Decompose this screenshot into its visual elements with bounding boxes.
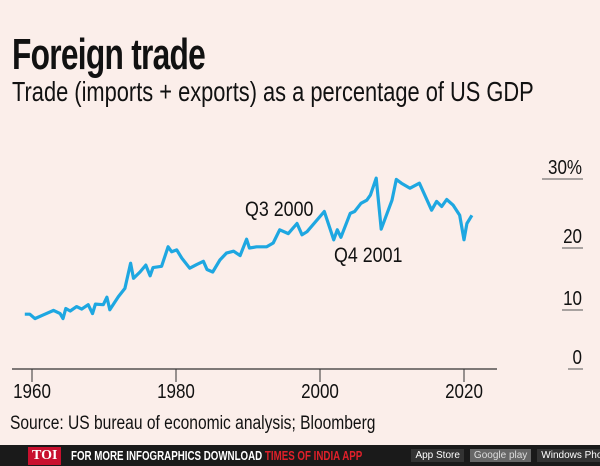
x-tick-label: 2020	[445, 380, 483, 403]
x-tick-label: 1960	[13, 380, 51, 403]
trade-series-line	[24, 176, 474, 321]
windows-phone-badge[interactable]: Windows Phone	[537, 449, 600, 462]
annotation-q4-2001: Q4 2001	[334, 244, 402, 268]
toi-logo: TOI	[28, 446, 62, 465]
google-play-badge[interactable]: Google play	[469, 449, 532, 462]
y-tick-label: 20	[563, 225, 582, 248]
footer-download-text: FOR MORE INFOGRAPHICS DOWNLOAD	[71, 448, 263, 463]
chart-subtitle: Trade (imports + exports) as a percentag…	[12, 76, 534, 107]
y-tick-label: 0	[573, 346, 582, 369]
app-store-badge[interactable]: App Store	[411, 449, 464, 462]
chart-title: Foreign trade	[12, 30, 206, 79]
x-tick-label: 2000	[301, 380, 339, 403]
y-tick-label: 30%	[548, 156, 582, 179]
footer-app-name: TIMES OF INDIA APP	[265, 448, 363, 463]
annotation-q3-2000: Q3 2000	[245, 198, 314, 222]
footer-banner[interactable]: TOI FOR MORE INFOGRAPHICS DOWNLOAD TIMES…	[0, 445, 600, 466]
footer-text: FOR MORE INFOGRAPHICS DOWNLOAD TIMES OF …	[71, 448, 362, 463]
x-tick-label: 1980	[157, 380, 195, 403]
y-tick-label: 10	[563, 287, 582, 310]
line-chart: 30% 20 10 0 1960 1980 2000 2020 Q3 2000 Q4 200…	[12, 156, 583, 403]
source-note: Source: US bureau of economic analysis; …	[10, 413, 376, 434]
